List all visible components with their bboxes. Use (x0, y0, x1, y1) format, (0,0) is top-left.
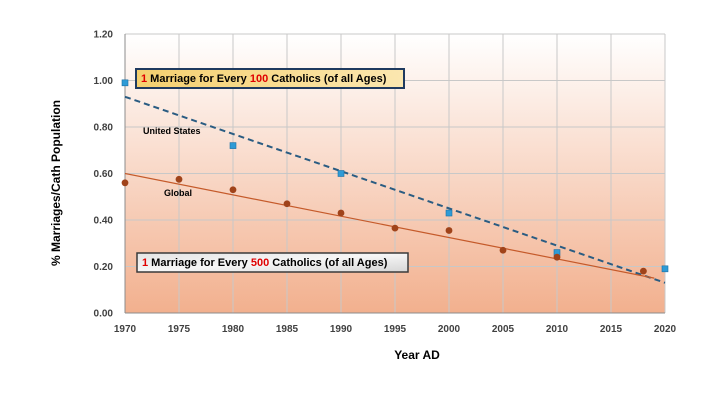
annotation-global-box (136, 252, 409, 273)
series-label-global: Global (164, 188, 192, 198)
y-tick-label: 0.60 (94, 169, 114, 180)
data-point-global (283, 200, 291, 208)
data-points (121, 79, 669, 275)
annotation-text-part: 1 (141, 73, 147, 85)
x-tick-label: 1975 (168, 324, 191, 335)
data-point-us (661, 265, 669, 273)
data-point-global (175, 175, 183, 183)
annotation-us: 1 Marriage for Every 100 Catholics (of a… (135, 68, 405, 89)
x-tick-label: 1995 (384, 324, 407, 335)
x-tick-label: 1985 (276, 324, 299, 335)
annotation-text-part: Catholics (of all Ages) (269, 257, 388, 269)
data-point-global (121, 179, 129, 187)
trendline-global (124, 172, 655, 279)
annotation-global: 1 Marriage for Every 500 Catholics (of a… (136, 252, 409, 273)
x-tick-labels: 1970 1975 1980 1985 1990 1995 2000 2005 2010 2015… (114, 324, 677, 335)
annotation-global-text: 1 Marriage for Every 500 Catholics (of a… (142, 257, 388, 269)
data-point-us (445, 209, 453, 217)
data-point-global (391, 224, 399, 232)
y-tick-label: 0.40 (94, 216, 114, 227)
data-point-global (499, 246, 507, 254)
x-tick-label: 1980 (222, 324, 245, 335)
y-tick-label: 0.80 (94, 123, 114, 134)
annotation-text-part: 100 (250, 73, 268, 85)
data-point-global (337, 209, 345, 217)
x-tick-label: 2015 (600, 324, 623, 335)
data-point-global (229, 186, 237, 194)
data-point-global (553, 253, 561, 261)
data-point-us (121, 79, 129, 87)
trendlines (124, 95, 666, 284)
annotation-text-part: Marriage for Every (147, 73, 250, 85)
annotation-text-part: Marriage for Every (148, 257, 251, 269)
data-point-global (445, 227, 453, 234)
x-tick-label: 1990 (330, 324, 353, 335)
x-tick-label: 2010 (546, 324, 569, 335)
y-tick-label: 1.00 (94, 76, 114, 87)
x-tick-label: 2020 (654, 324, 677, 335)
data-point-global (640, 267, 647, 275)
y-tick-label: 0.20 (94, 262, 114, 273)
y-tick-label: 0.00 (94, 309, 114, 320)
annotation-text-part: Catholics (of all Ages) (268, 73, 387, 85)
x-tick-label: 1970 (114, 324, 137, 335)
annotation-text-part: 500 (251, 257, 269, 269)
y-tick-labels: 0.00 0.20 0.40 0.60 0.80 1.00 1.20 (94, 30, 114, 320)
y-axis-title: % Marriages/Cath Population (49, 100, 63, 266)
series-label-us: United States (143, 126, 201, 136)
x-tick-label: 2005 (492, 324, 515, 335)
data-point-us (337, 170, 345, 177)
annotation-us-text: 1 Marriage for Every 100 Catholics (of a… (141, 73, 387, 85)
x-tick-label: 2000 (438, 324, 461, 335)
trendline-us (124, 95, 666, 284)
annotation-us-box (135, 68, 405, 89)
data-point-us (229, 142, 237, 149)
annotation-text-part: 1 (142, 257, 148, 269)
y-tick-label: 1.20 (94, 30, 114, 41)
x-axis-title: Year AD (394, 348, 440, 362)
